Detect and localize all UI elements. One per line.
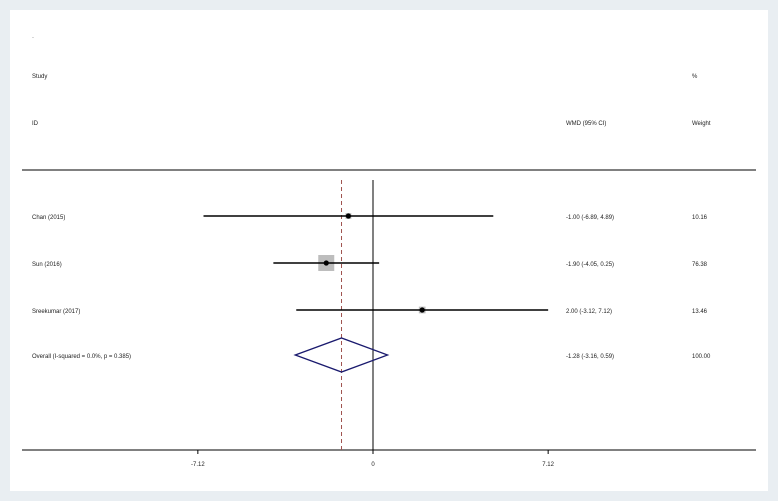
study-label: Sreekumar (2017) <box>32 309 80 315</box>
study-row: Sreekumar (2017) 2.00 (-3.12, 7.12) 13.4… <box>32 309 708 315</box>
overall-ci-text: -1.28 (-3.16, 0.59) <box>566 354 614 360</box>
x-tick-label: 0 <box>371 462 375 468</box>
study-row: Sun (2016) -1.90 (-4.05, 0.25) 76.38 <box>32 262 708 268</box>
x-tick-label: 7.12 <box>542 462 554 468</box>
percent-header: % <box>692 74 698 80</box>
overall-row: Overall (I-squared = 0.0%, p = 0.385) -1… <box>32 354 711 360</box>
weight-header: Weight <box>692 121 711 127</box>
forest-plot-panel: · Study ID WMD (95% CI) % Weight Chan (2… <box>10 10 768 491</box>
study-weight-text: 76.38 <box>692 262 708 268</box>
study-label: Sun (2016) <box>32 262 62 268</box>
study-header: Study <box>32 74 47 80</box>
overall-label: Overall (I-squared = 0.0%, p = 0.385) <box>32 354 131 360</box>
x-tick-label: -7.12 <box>191 462 205 468</box>
study-ci-text: -1.90 (-4.05, 0.25) <box>566 262 614 268</box>
point-estimate <box>419 307 425 313</box>
header-dot: · <box>32 35 34 41</box>
study-weight-text: 10.16 <box>692 215 708 221</box>
study-weight-text: 13.46 <box>692 309 708 315</box>
point-estimate <box>323 260 329 266</box>
forest-plot: · Study ID WMD (95% CI) % Weight Chan (2… <box>22 35 756 468</box>
study-ci-text: -1.00 (-6.89, 4.89) <box>566 215 614 221</box>
id-header: ID <box>32 121 39 127</box>
overall-diamond <box>293 337 390 373</box>
study-label: Chan (2015) <box>32 215 65 221</box>
overall-weight-text: 100.00 <box>692 354 711 360</box>
effect-header: WMD (95% CI) <box>566 121 606 127</box>
plot-marks: -7.12 0 7.12 <box>191 180 555 468</box>
study-row: Chan (2015) -1.00 (-6.89, 4.89) 10.16 <box>32 215 708 221</box>
study-ci-text: 2.00 (-3.12, 7.12) <box>566 309 612 315</box>
point-estimate <box>345 213 351 219</box>
